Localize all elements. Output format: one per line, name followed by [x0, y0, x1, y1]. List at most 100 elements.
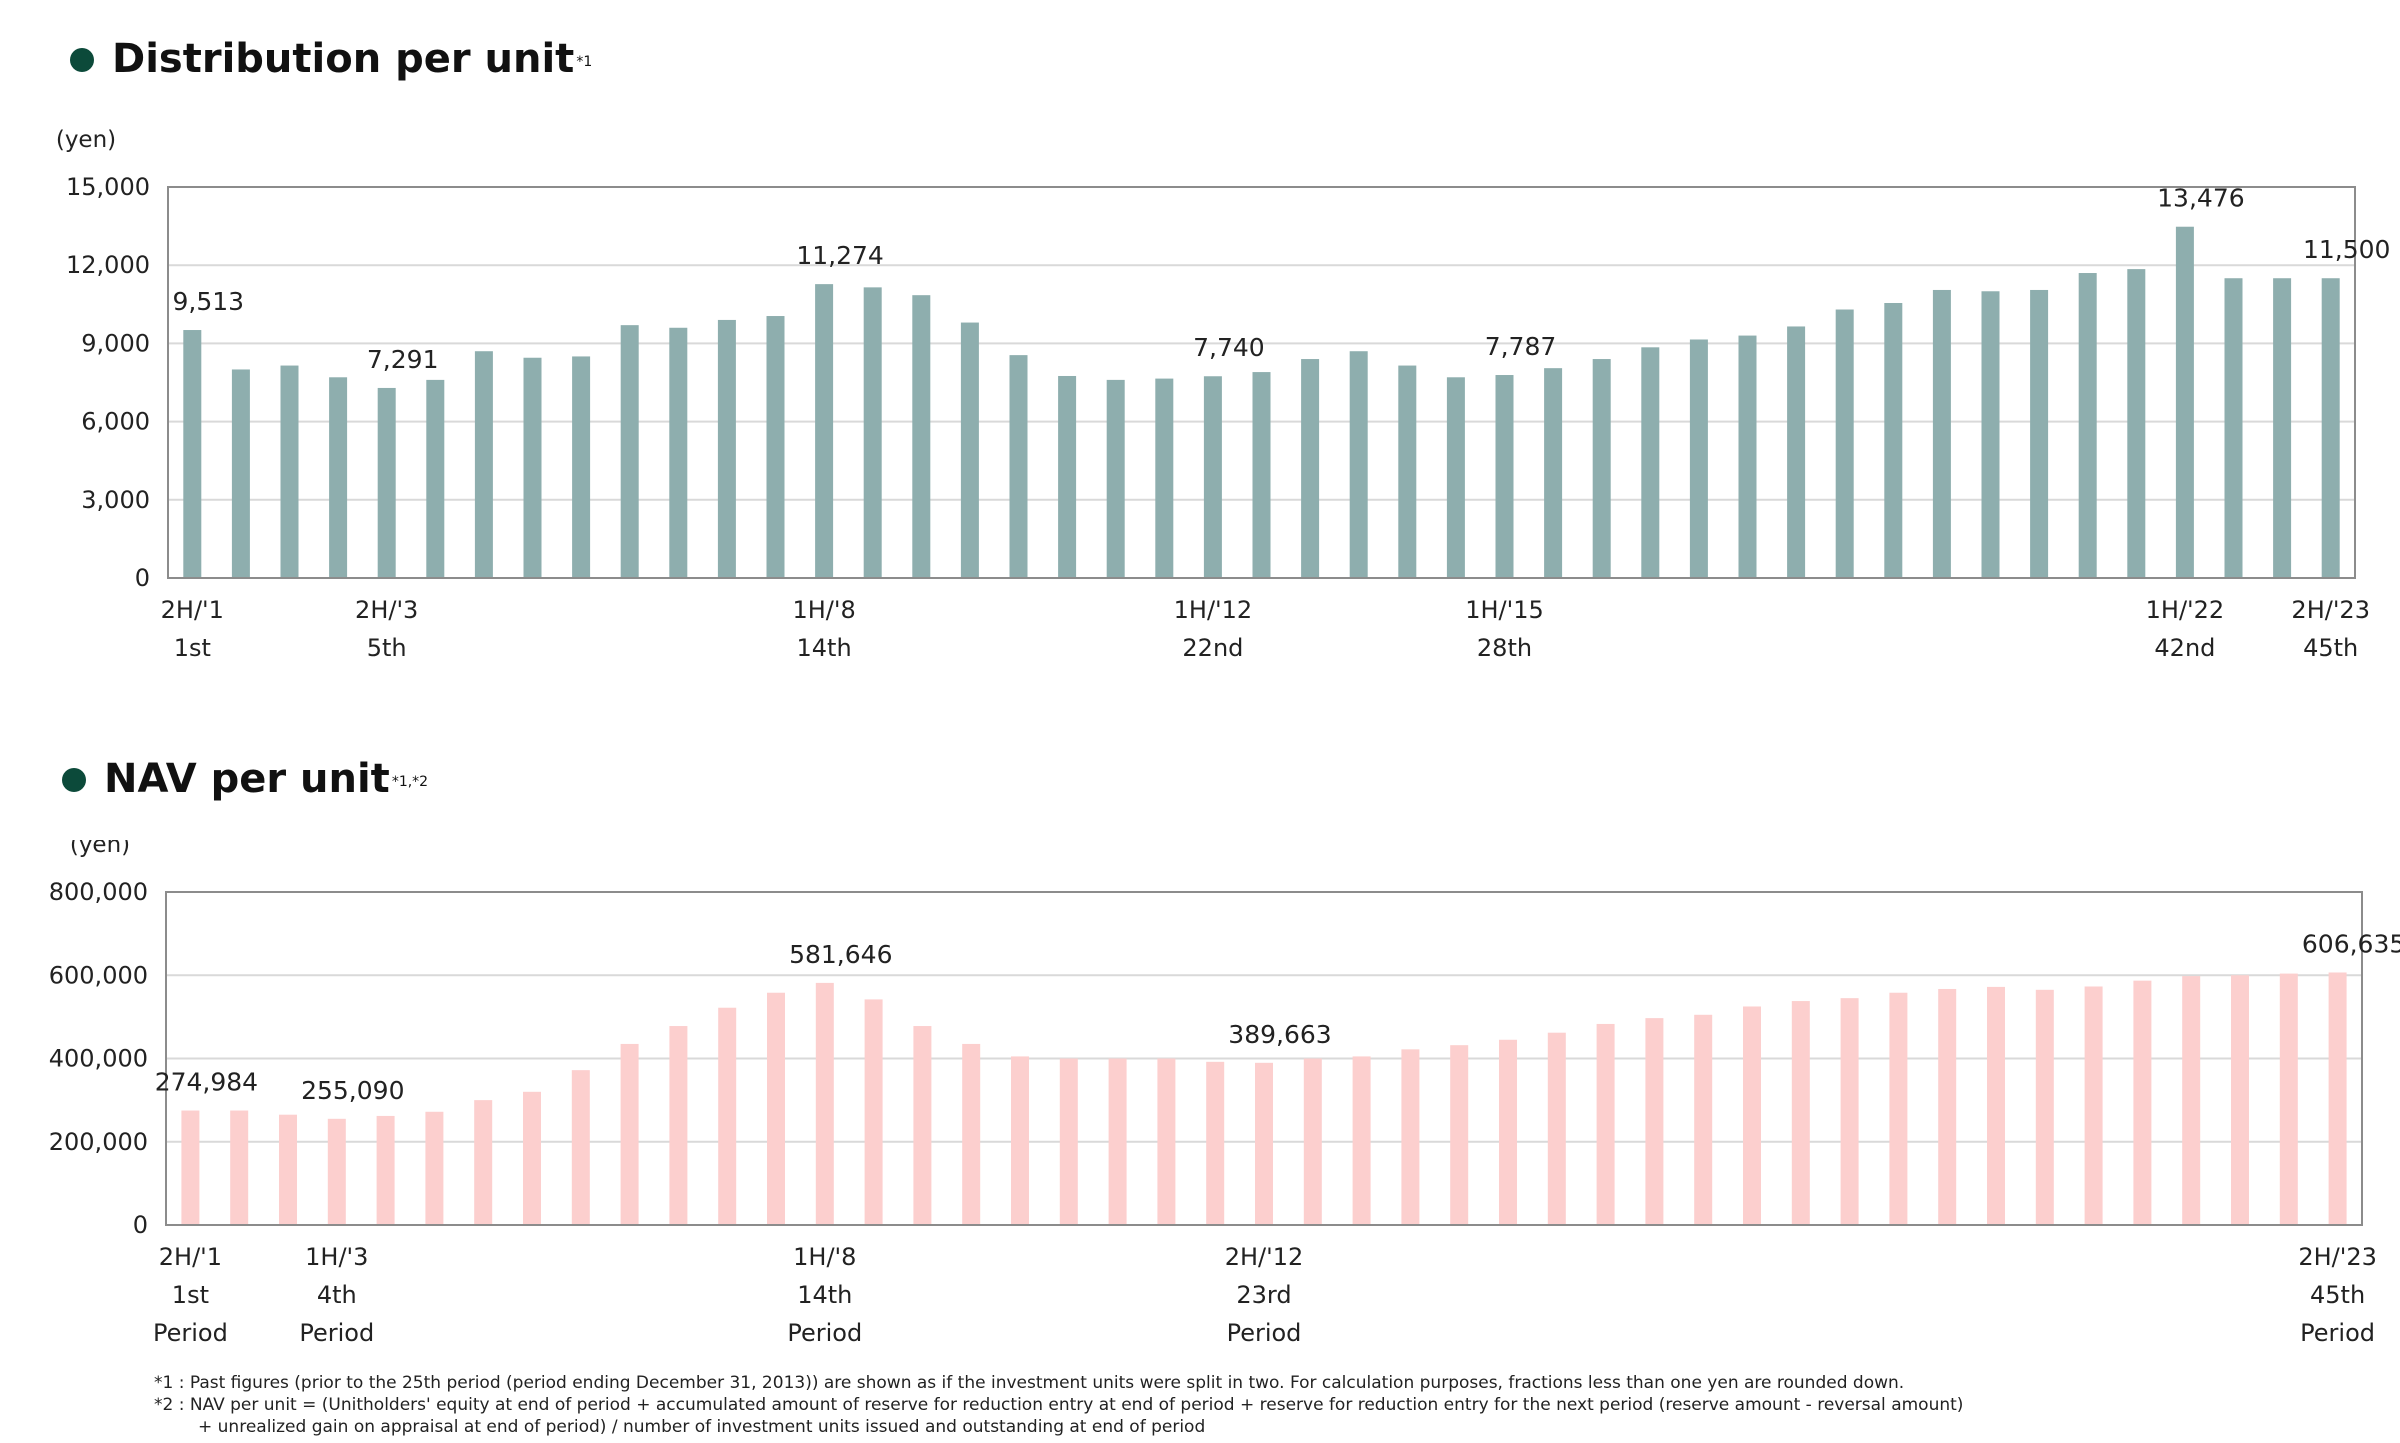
data-label: 274,984 [155, 1068, 258, 1097]
x-tick-label: 1H/'22 [2146, 596, 2225, 624]
x-tick-label: 28th [1477, 634, 1532, 662]
bar [2273, 278, 2292, 578]
bar [231, 369, 250, 578]
nav-title-text: NAV per unit [104, 756, 390, 802]
y-tick-label: 15,000 [66, 173, 150, 201]
bar [620, 1043, 639, 1225]
x-tick-label: 1H/'8 [792, 596, 855, 624]
x-tick-label: Period [2300, 1319, 2375, 1347]
x-tick-label: Period [1227, 1319, 1302, 1347]
bullet-dot-icon [62, 768, 86, 792]
x-tick-label: Period [787, 672, 862, 675]
x-tick-label: 2H/'1 [159, 1243, 222, 1271]
data-label: 7,291 [367, 345, 439, 374]
distribution-title: Distribution per unit *1 [70, 36, 592, 82]
bar [669, 327, 688, 578]
bar [571, 1070, 590, 1225]
bar [1011, 1056, 1029, 1225]
bar [1059, 1058, 1078, 1225]
bar [863, 287, 882, 578]
bar [1009, 355, 1028, 578]
bar [1889, 992, 1908, 1225]
x-tick-label: 1H/'15 [1465, 596, 1544, 624]
bar [2133, 980, 2152, 1225]
bar [913, 1026, 932, 1225]
bar [2084, 986, 2103, 1225]
x-tick-label: Period [155, 672, 230, 675]
bar [279, 1114, 297, 1225]
bar [572, 356, 591, 578]
bar [376, 1115, 395, 1225]
bar [1743, 1006, 1761, 1225]
bar [1835, 309, 1854, 578]
bar [1645, 1018, 1664, 1225]
x-tick-label: Period [787, 1319, 862, 1347]
footnote-2: *2 : NAV per unit = (Unitholders' equity… [154, 1395, 1964, 1415]
x-tick-label: Period [2147, 672, 2222, 675]
nav-chart: 0 200,000 400,000 600,000 800,000 (yen) 274,98… [49, 840, 2400, 1347]
x-tick-label: 1st [172, 1281, 209, 1309]
y-tick-label: 3,000 [81, 486, 150, 514]
bar [1349, 351, 1368, 578]
plot-border [167, 186, 2356, 579]
bar [864, 999, 883, 1225]
x-tick-label: 2H/'23 [2291, 596, 2370, 624]
bar [1252, 372, 1271, 578]
bar [1106, 379, 1125, 578]
bar [1596, 1023, 1615, 1225]
x-tick-label: 14th [797, 634, 852, 662]
x-tick-label: Period [1467, 672, 1542, 675]
x-tick-label: 2H/'12 [1225, 1243, 1304, 1271]
data-label: 389,663 [1228, 1020, 1331, 1049]
bar [1547, 1032, 1566, 1225]
y-tick-label: 600,000 [49, 961, 148, 989]
bar [1544, 368, 1563, 578]
data-label: 11,500 [2303, 235, 2390, 264]
data-label: 13,476 [2157, 184, 2244, 213]
bar [2328, 972, 2347, 1225]
bar [2224, 278, 2243, 578]
bar [1694, 1014, 1713, 1225]
data-label: 7,740 [1193, 333, 1265, 362]
bar [1401, 1049, 1420, 1225]
bar [1446, 377, 1465, 578]
bar [329, 377, 348, 578]
bar [1932, 289, 1951, 578]
y-tick-label: 200,000 [49, 1128, 148, 1156]
bar [425, 1111, 444, 1225]
bar [815, 284, 834, 578]
bar [1641, 347, 1660, 578]
y-tick-label: 6,000 [81, 408, 150, 436]
bar [815, 982, 834, 1225]
x-tick-label: 4th [317, 1281, 357, 1309]
bar [1938, 988, 1957, 1225]
bar [718, 1007, 737, 1225]
bar [1738, 335, 1757, 578]
footnotes: *1 : Past figures (prior to the 25th per… [154, 1372, 1963, 1438]
bar [1058, 375, 1077, 578]
y-tick-label: 0 [133, 1211, 148, 1239]
y-tick-label: 800,000 [49, 878, 148, 906]
data-label: 7,787 [1485, 332, 1557, 361]
bar [1398, 365, 1417, 578]
x-tick-label: 14th [797, 1281, 852, 1309]
bar [2035, 989, 2054, 1225]
bar [1155, 378, 1174, 578]
bar [1791, 1001, 1810, 1225]
bar [1884, 302, 1903, 578]
y-axis-label: (yen) [70, 840, 130, 858]
x-tick-label: 2H/'23 [2298, 1243, 2377, 1271]
bar [1495, 375, 1514, 578]
x-tick-label: 1st [174, 634, 211, 662]
bar [1450, 1045, 1469, 1225]
x-tick-label: 1H/'8 [793, 1243, 856, 1271]
bar [1206, 1061, 1225, 1225]
bar [474, 1100, 493, 1225]
bar [669, 1026, 688, 1225]
data-label: 606,635 [2302, 929, 2400, 958]
x-tick-label: 45th [2303, 634, 2358, 662]
x-tick-label: 23rd [1236, 1281, 1291, 1309]
x-tick-label: 45th [2310, 1281, 2365, 1309]
y-tick-label: 9,000 [81, 329, 150, 357]
bar [426, 379, 445, 578]
